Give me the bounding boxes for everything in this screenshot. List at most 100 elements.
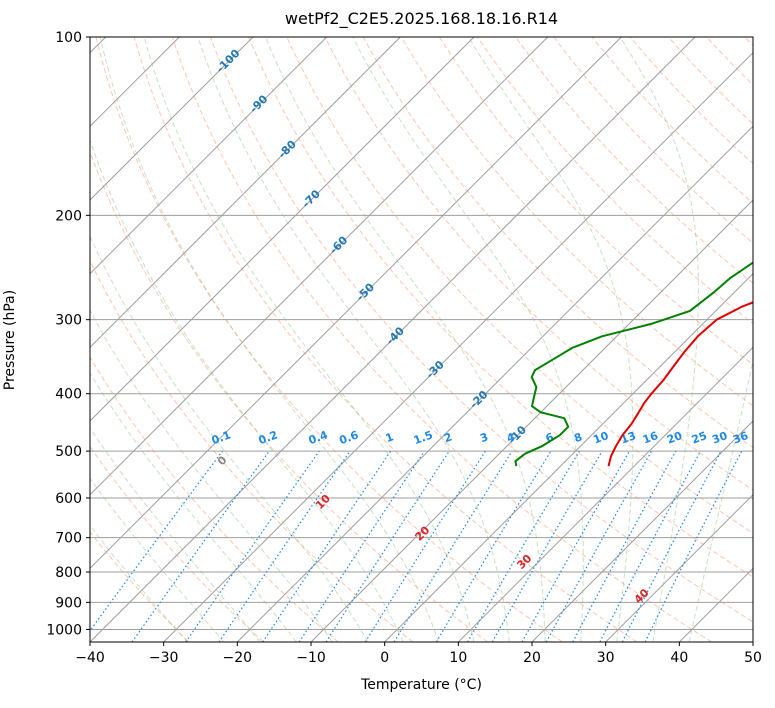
mixing-ratio-label: 16	[641, 429, 660, 447]
mixing-ratio-line	[572, 450, 677, 642]
dry-adiabat-line	[90, 445, 264, 642]
moist-adiabat-line	[352, 37, 584, 642]
moist-adiabat-line	[197, 37, 510, 642]
mixing-ratio-line	[262, 450, 392, 642]
y-axis-ticks: 1000 900 800 700 600 500 400 300 200 100	[46, 30, 90, 638]
mixing-ratio-label: 30	[710, 429, 729, 447]
dry-adiabat-line	[515, 37, 753, 284]
isotherm-line	[752, 641, 753, 642]
isotherm-line	[678, 567, 753, 642]
isotherm-line	[90, 37, 254, 201]
mixing-ratio-line	[131, 450, 270, 642]
moist-adiabat-line	[467, 37, 634, 642]
plot-frame	[89, 36, 754, 643]
plot-area: -100-90-80-70-60-50-40-30-20-10010203040…	[90, 37, 753, 642]
isotherm-line	[384, 272, 753, 642]
isotherm-line	[90, 37, 475, 422]
dry-adiabat-line	[248, 37, 753, 578]
x-axis-ticks: −40 −30 −20 −10 0 10 20 30 40 50	[75, 642, 762, 666]
isotherm-line	[457, 346, 753, 642]
dry-adiabat-line	[90, 150, 488, 642]
mixing-ratio-lines	[90, 450, 743, 642]
mixing-ratio-line	[435, 450, 552, 642]
mixing-ratio-line	[325, 450, 450, 642]
dry-adiabat-line	[362, 37, 753, 449]
x-tick-label: 40	[670, 650, 688, 666]
dry-adiabat-line	[477, 37, 753, 325]
mixing-ratio-line	[599, 450, 702, 642]
mixing-ratio-line	[185, 450, 320, 642]
temperature-profile-line	[607, 301, 753, 467]
isotherm-line	[236, 125, 753, 642]
y-tick-label: 100	[55, 30, 82, 46]
moist-adiabats	[90, 37, 753, 642]
isotherm-line	[605, 493, 753, 642]
sounding-profiles	[514, 261, 753, 467]
x-tick-label: 30	[597, 650, 615, 666]
isotherm-line	[90, 37, 549, 496]
x-tick-label: 50	[744, 650, 762, 666]
y-tick-label: 500	[55, 444, 82, 460]
x-tick-label: −20	[223, 650, 253, 666]
y-tick-label: 700	[55, 531, 82, 547]
mixing-ratio-label: 10	[591, 429, 610, 447]
x-tick-label: 10	[449, 650, 467, 666]
x-tick-label: −40	[75, 650, 105, 666]
mixing-ratio-line	[545, 450, 653, 642]
x-tick-label: 20	[523, 650, 541, 666]
y-tick-label: 400	[55, 387, 82, 403]
dry-adiabat-line	[668, 37, 753, 125]
y-tick-label: 900	[55, 595, 82, 611]
dry-adiabat-line	[90, 531, 190, 642]
mixing-ratio-label: 20	[665, 429, 684, 447]
isotherm-label: -30	[424, 358, 447, 381]
dry-adiabat-line	[553, 37, 753, 244]
dry-adiabats	[90, 37, 753, 642]
isotherm-line	[90, 37, 696, 642]
mixing-ratio-label: 1.5	[412, 428, 435, 447]
mixing-ratio-line	[218, 450, 351, 642]
dry-adiabat-label: 40	[632, 586, 652, 606]
dry-adiabat-line	[400, 37, 753, 407]
isotherm-line	[310, 199, 753, 642]
moist-adiabat-line	[688, 358, 753, 642]
moist-adiabat-line	[99, 37, 439, 642]
y-tick-label: 200	[55, 208, 82, 224]
y-tick-label: 600	[55, 491, 82, 507]
mixing-ratio-label: 0.4	[307, 428, 330, 447]
mixing-ratio-label: 25	[690, 429, 709, 446]
isotherm-label: -60	[327, 233, 350, 256]
dry-adiabat-line	[171, 37, 712, 642]
moist-adiabat-line	[143, 37, 475, 642]
moist-adiabat-line	[619, 37, 699, 642]
mixing-ratio-label: 6	[544, 430, 556, 445]
mixing-ratio-line	[393, 450, 513, 642]
dry-adiabat-line	[90, 259, 414, 642]
mixing-ratio-label: 0.6	[338, 428, 361, 447]
mixing-ratio-label: 36	[731, 429, 750, 447]
mixing-ratio-line	[90, 450, 223, 632]
mixing-ratio-line	[491, 450, 603, 642]
mixing-ratio-label: 4	[505, 430, 517, 445]
dry-adiabat-line	[438, 37, 753, 366]
dry-adiabat-label: 20	[412, 523, 432, 543]
mixing-ratio-line	[466, 450, 580, 642]
mixing-ratio-label: 3	[478, 430, 490, 445]
mixing-ratio-label: 0.2	[257, 428, 280, 447]
x-axis-label: Temperature (°C)	[361, 677, 482, 693]
y-tick-label: 300	[55, 313, 82, 329]
mixing-ratio-line	[364, 450, 486, 642]
isotherm-line	[531, 420, 753, 642]
isotherm-line	[90, 37, 401, 349]
isotherm-line	[90, 37, 328, 275]
mixing-ratio-label: 8	[572, 430, 584, 445]
dry-adiabat-line	[210, 37, 753, 623]
mixing-ratio-label: 2	[442, 430, 454, 445]
dry-adiabat-line	[90, 356, 339, 642]
dry-adiabat-line	[95, 37, 563, 642]
dry-adiabat-line	[706, 37, 753, 86]
moist-adiabat-line	[90, 138, 404, 642]
moist-adiabat-line	[90, 309, 333, 642]
isotherm-line	[90, 37, 622, 570]
